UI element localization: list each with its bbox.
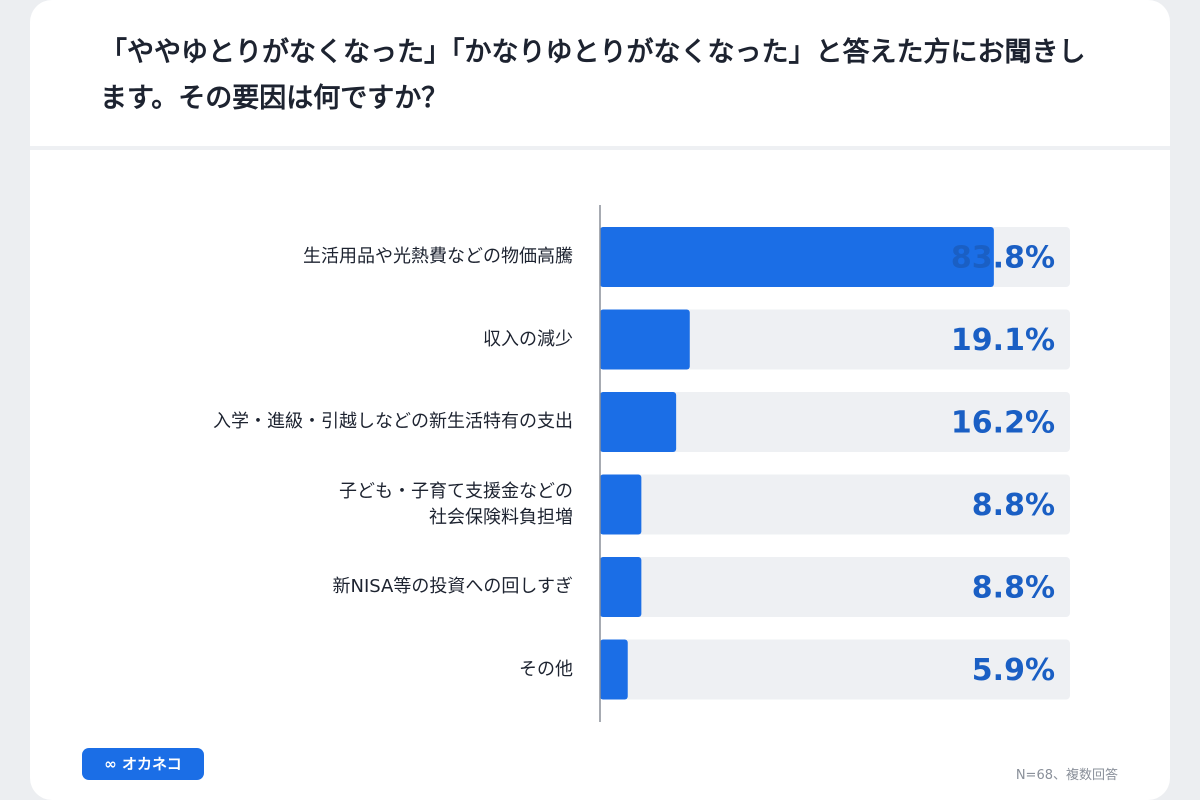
bar — [600, 227, 994, 287]
category-label: 新NISA等の投資への回しすぎ — [332, 576, 574, 597]
bar — [600, 557, 642, 617]
bar — [600, 474, 642, 535]
bar — [600, 639, 628, 700]
value-label: 8.8% — [972, 488, 1055, 523]
category-label: 収入の減少 — [483, 328, 573, 350]
bar — [600, 392, 677, 452]
header: 「ややゆとりがなくなった」「かなりゆとりがなくなった」と答えた方にお聞きします。… — [30, 0, 1170, 150]
bar-track — [600, 639, 1070, 700]
category-label: その他 — [519, 658, 573, 680]
chart-title: 「ややゆとりがなくなった」「かなりゆとりがなくなった」と答えた方にお聞きします。… — [100, 37, 1086, 114]
value-label: 16.2% — [951, 406, 1055, 441]
category-label: 子ども・子育て支援金などの 社会保険料負担増 — [339, 480, 573, 528]
bar-track — [600, 392, 1070, 452]
footnote: N=68、複数回答 — [1015, 768, 1118, 783]
bar-track — [600, 474, 1070, 535]
category-label: 入学・進級・引越しなどの新生活特有の支出 — [213, 411, 573, 432]
bar — [600, 309, 690, 370]
category-label: 生活用品や光熱費などの物価高騰 — [303, 246, 573, 267]
value-label: 5.9% — [972, 653, 1055, 688]
bar-track — [600, 557, 1070, 617]
value-label: 83.8% — [951, 241, 1055, 276]
logo: ∞ オカネコ — [82, 748, 204, 780]
value-label: 8.8% — [972, 571, 1055, 606]
bar-track — [600, 309, 1070, 370]
value-label: 19.1% — [951, 323, 1055, 358]
